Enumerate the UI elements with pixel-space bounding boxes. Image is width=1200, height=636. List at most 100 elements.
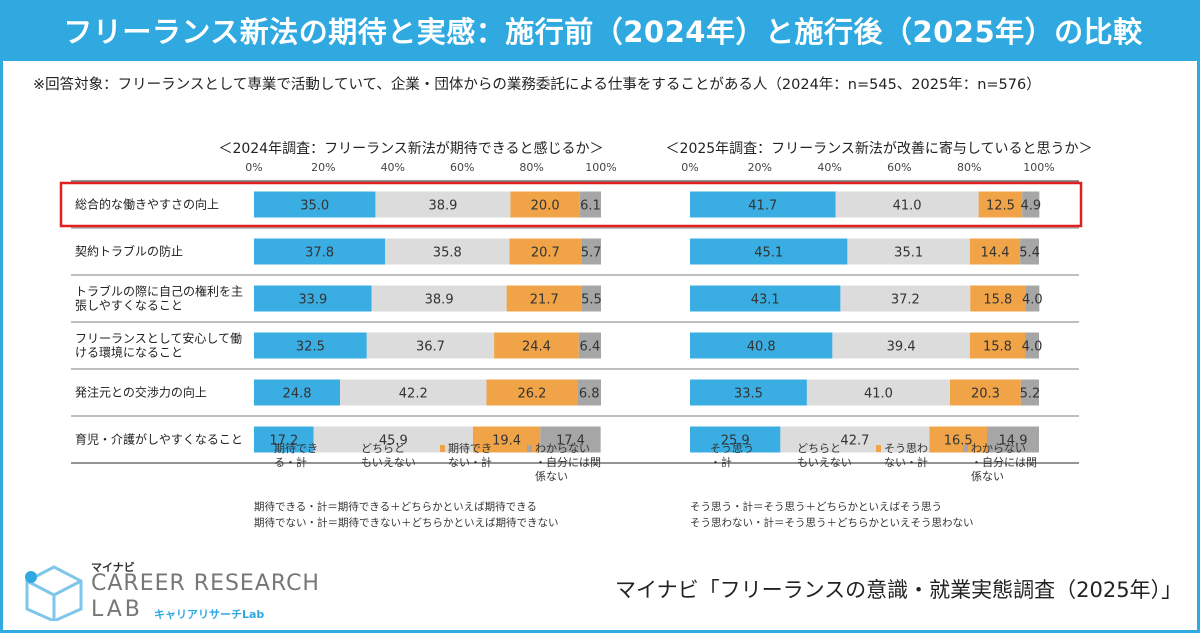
legend-label: どちらと [361, 442, 405, 455]
career-research-lab-logo: マイナビ CAREER RESEARCH LAB キャリアリサーチLab [19, 559, 319, 629]
bar-segment [929, 426, 987, 453]
bar-segment [254, 238, 386, 265]
data-label: 4.9 [1020, 199, 1041, 214]
bar-segment [254, 332, 367, 359]
legend-label: ・自分には関 [971, 456, 1037, 469]
legend-swatch [266, 445, 271, 452]
data-label: 14.4 [981, 246, 1010, 261]
data-label: 24.8 [283, 387, 312, 402]
data-label: 6.8 [579, 387, 600, 402]
legend-label: わからない [971, 442, 1026, 455]
data-label: 43.1 [751, 293, 780, 308]
data-label: 37.8 [305, 246, 334, 261]
legend-label: もいえない [797, 456, 852, 469]
comparison-chart: 総合的な働きやすさの向上契約トラブルの防止トラブルの際に自己の権利を主張しやすく… [59, 140, 1093, 529]
data-label: 17.4 [556, 434, 585, 449]
category-label: トラブルの際に自己の権利を主 [75, 284, 243, 299]
legend-label: そう思う [710, 442, 754, 455]
data-label: 36.7 [416, 340, 445, 355]
bar-segment [780, 426, 930, 453]
bar-segment [832, 332, 970, 359]
data-label: 33.9 [298, 293, 327, 308]
category-label: 総合的な働きやすさの向上 [75, 197, 219, 212]
data-label: 20.7 [531, 246, 560, 261]
bar-segment [540, 426, 601, 453]
category-label: ける環境になること [75, 345, 183, 360]
data-label: 41.0 [864, 387, 893, 402]
bar-segment [835, 191, 979, 218]
data-label: 5.7 [581, 246, 602, 261]
data-label: 5.4 [1019, 246, 1040, 261]
bar-segment [847, 238, 970, 265]
data-label: 26.2 [517, 387, 546, 402]
definition-note: 期待できる・計＝期待できる＋どちらかといえば期待できる [254, 500, 537, 513]
bar-segment [366, 332, 495, 359]
bar-segment [494, 332, 579, 359]
data-label: 40.8 [747, 340, 776, 355]
bar-segment [986, 426, 1039, 453]
bar-segment [254, 426, 314, 453]
logo-lab-text: LAB [91, 597, 143, 622]
legend-swatch [963, 445, 968, 452]
data-label: 41.0 [893, 199, 922, 214]
bar-segment [690, 285, 841, 312]
legend-swatch [702, 445, 707, 452]
logo-career-research-text: CAREER RESEARCH [91, 571, 320, 596]
bar-segment [690, 191, 836, 218]
x-tick-label: 40% [817, 161, 841, 174]
bar-segment [254, 285, 372, 312]
bar-segment [254, 191, 376, 218]
bar-segment [581, 285, 601, 312]
definition-note: そう思う・計＝そう思う＋どちらかといえばそう思う [690, 500, 942, 513]
data-label: 33.5 [734, 387, 763, 402]
source-citation: マイナビ「フリーランスの意識・就業実態調査（2025年）」 [615, 578, 1183, 602]
bar-segment [840, 285, 971, 312]
highlight-box [59, 181, 1083, 228]
bar-segment [579, 191, 601, 218]
legend-label: る・計 [274, 455, 307, 469]
bar-segment [690, 379, 807, 406]
definition-note: 期待でない・計＝期待できない＋どちらかといえば期待できない [254, 516, 559, 529]
data-label: 4.0 [1022, 340, 1043, 355]
bar-segment [806, 379, 951, 406]
legend-label: 期待でき [274, 441, 318, 455]
data-label: 19.4 [492, 434, 521, 449]
data-label: 37.2 [891, 293, 920, 308]
bar-segment [1022, 191, 1040, 218]
category-label: 発注元との交渉力の向上 [75, 385, 207, 400]
bar-segment [578, 332, 601, 359]
data-label: 42.7 [840, 434, 869, 449]
legend-swatch [440, 445, 445, 452]
legend-label: 係ない [535, 470, 568, 483]
legend-swatch [527, 445, 532, 452]
legend-swatch [353, 445, 358, 452]
category-label: 育児・介護がしやすくなること [75, 432, 243, 447]
bar-segment [690, 238, 848, 265]
bar-segment [1020, 238, 1039, 265]
x-tick-label: 80% [957, 161, 981, 174]
chart-heading: ＜2025年調査：フリーランス新法が改善に寄与していると思うか＞ [666, 140, 1093, 157]
page-title: フリーランス新法の期待と実感：施行前（2024年）と施行後（2025年）の比較 [3, 3, 1200, 61]
data-label: 15.8 [983, 293, 1012, 308]
logo-kana-text: キャリアリサーチLab [154, 608, 265, 621]
bar-segment [969, 238, 1021, 265]
definition-note: そう思わない・計＝そう思う＋どちらかといえそう思わない [690, 516, 974, 529]
data-label: 24.4 [522, 340, 551, 355]
legend-label: ・計 [710, 455, 732, 469]
x-tick-label: 60% [450, 161, 474, 174]
data-label: 12.5 [986, 199, 1015, 214]
legend-swatch [789, 445, 794, 452]
bar-segment [581, 238, 601, 265]
data-label: 14.9 [999, 434, 1028, 449]
bar-segment [1020, 379, 1039, 406]
legend-label: もいえない [361, 456, 416, 469]
x-tick-label: 40% [381, 161, 405, 174]
cube-logo-icon [25, 565, 83, 621]
data-label: 35.8 [433, 246, 462, 261]
category-label: 張しやすくなること [75, 299, 183, 313]
bar-segment [254, 379, 341, 406]
data-label: 5.2 [1020, 387, 1041, 402]
data-label: 5.5 [581, 293, 602, 308]
bar-segment [969, 332, 1026, 359]
legend-label: ない・計 [884, 455, 928, 469]
